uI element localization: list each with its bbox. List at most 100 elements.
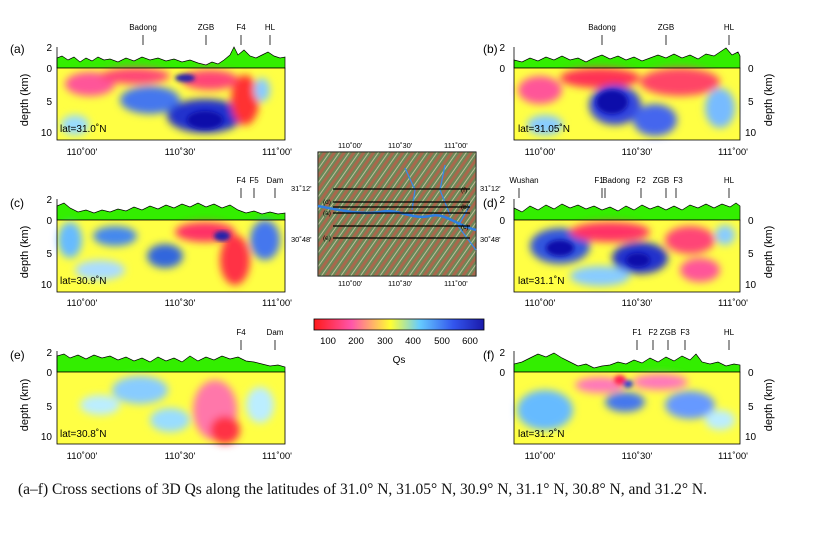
markers: F4 Dam [236, 328, 284, 350]
tick-label: 110˚00' [67, 298, 98, 309]
marker-label: ZGB [198, 23, 214, 32]
marker-label: HL [724, 23, 735, 32]
tick-label: 111˚00' [718, 451, 748, 462]
tick-label: 10 [745, 128, 757, 139]
y-axis-label: depth (km) [763, 226, 775, 279]
marker-label: Wushan [509, 176, 538, 185]
profile-label: (b) [461, 204, 469, 211]
tick-label: 111˚00' [718, 298, 748, 309]
tick-label: 500 [434, 336, 450, 347]
tick-label: 0 [499, 368, 505, 379]
markers: F1 F2 ZGB F3 HL [632, 328, 735, 350]
latitude-label: lat=31.0˚N [60, 123, 106, 135]
tick-label: 110˚30' [165, 451, 196, 462]
profile-label: (e) [323, 235, 331, 242]
marker-label: Badong [602, 176, 630, 185]
tick-label: 110˚30' [622, 298, 653, 309]
tick-label: 110˚30' [388, 141, 413, 150]
tick-label: 111˚00' [262, 451, 292, 462]
panel-e: (e) depth (km) F4 Dam lat=30.8˚N 2 0 [10, 328, 292, 462]
markers: Badong ZGB F4 HL [129, 23, 276, 45]
y-axis-label: depth (km) [19, 226, 31, 279]
tick-label: 110˚00' [525, 147, 556, 158]
y-axis-label: depth (km) [19, 74, 31, 127]
tick-label: 110˚30' [622, 147, 653, 158]
marker-label: F2 [648, 328, 658, 337]
latitude-label: lat=31.1˚N [518, 275, 564, 287]
tick-label: 600 [462, 336, 478, 347]
topography-profile [513, 202, 741, 221]
panel-b: (b) depth (km) Badong ZGB HL [483, 23, 775, 158]
profile-lines [333, 188, 470, 239]
marker-label: F2 [636, 176, 646, 185]
tick-label: 2 [499, 195, 505, 206]
topography-profile [513, 47, 741, 69]
river [317, 204, 477, 232]
tick-label: 111˚00' [262, 298, 292, 309]
topography-profile [513, 352, 741, 373]
marker-label: F4 [236, 176, 246, 185]
tick-label: 200 [348, 336, 364, 347]
tick-label: 5 [46, 402, 52, 413]
panel-label: (d) [483, 196, 498, 210]
tick-label: 110˚00' [525, 451, 556, 462]
marker-label: HL [724, 328, 735, 337]
y-ticks: 2 0 5 10 [41, 195, 58, 291]
latitude-label: lat=31.2˚N [518, 428, 564, 440]
tick-label: 10 [745, 280, 757, 291]
tick-label: 10 [41, 128, 53, 139]
tick-label: 2 [46, 195, 52, 206]
tick-label: 110˚00' [525, 298, 556, 309]
qs-section [56, 67, 286, 141]
tick-label: 0 [46, 216, 52, 227]
y-axis-label: depth (km) [763, 379, 775, 432]
tick-label: 10 [41, 280, 53, 291]
colorbar: 100 200 300 400 500 600 Qs [313, 318, 485, 366]
tick-label: 110˚30' [388, 279, 413, 288]
tick-label: 5 [748, 402, 754, 413]
qs-section [513, 371, 741, 445]
marker-label: Badong [588, 23, 616, 32]
tick-label: 0 [748, 64, 754, 75]
tick-label: 31˚12' [480, 184, 501, 193]
x-ticks: 110˚00' 110˚30' 111˚00' [67, 451, 293, 462]
topography-profile [56, 46, 286, 69]
tick-label: 110˚30' [165, 298, 196, 309]
figure: (a) depth (km) Badong ZGB F4 HL [10, 23, 775, 462]
marker-label: F4 [236, 23, 246, 32]
tick-label: 0 [748, 368, 754, 379]
x-ticks: 110˚00' 110˚30' 111˚00' [67, 298, 293, 309]
qs-section [513, 67, 741, 141]
colorbar-label: Qs [393, 355, 406, 366]
marker-label: ZGB [660, 328, 676, 337]
panel-label: (b) [483, 42, 498, 56]
markers: Wushan F1 Badong F2 ZGB F3 HL [509, 176, 735, 198]
panel-label: (c) [10, 196, 24, 210]
tick-label: 111˚00' [718, 147, 748, 158]
tick-label: 111˚00' [444, 141, 468, 150]
marker-label: HL [724, 176, 735, 185]
panel-label: (f) [483, 348, 494, 362]
tick-label: 5 [748, 97, 754, 108]
figure-caption: (a–f) Cross sections of 3D Qs along the … [18, 481, 707, 498]
colorbar-ticks: 100 200 300 400 500 600 [320, 336, 478, 347]
colorbar-gradient [313, 318, 485, 331]
map-ticks: 110˚00' 110˚30' 111˚00' 110˚00' 110˚30' … [291, 141, 501, 288]
tick-label: 5 [748, 249, 754, 260]
y-axis-label: depth (km) [763, 74, 775, 127]
tick-label: 5 [46, 249, 52, 260]
tick-label: 0 [46, 368, 52, 379]
panel-d: (d) depth (km) Wushan F1 Badong F2 ZGB F… [483, 176, 775, 309]
y-ticks: 2 0 0 5 10 [499, 348, 756, 443]
x-ticks: 110˚00' 110˚30' 111˚00' [525, 298, 749, 309]
tick-label: 110˚30' [165, 147, 196, 158]
x-ticks: 110˚00' 110˚30' 111˚00' [67, 147, 293, 158]
tick-label: 110˚30' [622, 451, 653, 462]
marker-label: F1 [632, 328, 642, 337]
panel-a: (a) depth (km) Badong ZGB F4 HL [10, 23, 292, 158]
tick-label: 111˚00' [444, 279, 468, 288]
panel-label: (e) [10, 348, 25, 362]
tick-label: 31˚12' [291, 184, 312, 193]
tick-label: 0 [499, 216, 505, 227]
marker-label: Dam [267, 176, 284, 185]
